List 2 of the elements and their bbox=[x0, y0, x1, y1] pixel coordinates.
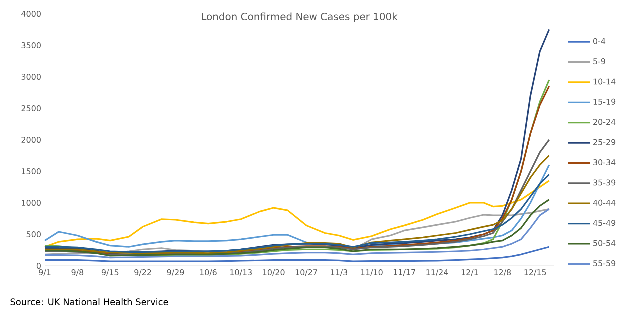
chart-title: London Confirmed New Cases per 100k bbox=[202, 12, 398, 22]
source-note: Source: UK National Health Service bbox=[10, 298, 168, 306]
